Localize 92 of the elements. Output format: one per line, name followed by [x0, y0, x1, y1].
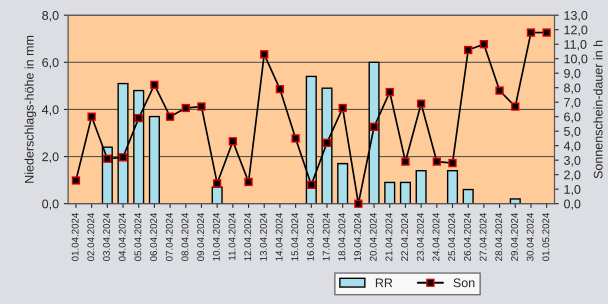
x-tick-label: 30.04.2024: [526, 212, 534, 261]
point: [87, 112, 96, 121]
x-tick-label: 14.04.2024: [276, 212, 283, 261]
point: [134, 114, 143, 122]
point: [182, 104, 190, 112]
point: [511, 102, 520, 111]
x-tick-label: 19.04.2024: [354, 212, 361, 261]
legend-label: Son: [453, 278, 474, 288]
x-tick-label: 13.04.2024: [260, 212, 267, 261]
bar: [337, 162, 348, 204]
x-tick-label: 09.04.2024: [197, 212, 204, 261]
point: [354, 200, 363, 208]
y2-tick-label: 0,0: [564, 199, 580, 210]
x-tick-label: 20.04.2024: [370, 212, 377, 261]
y-tick-label: 2,0: [42, 152, 59, 163]
x-tick-label: 25.04.2024: [448, 212, 456, 261]
point: [480, 40, 488, 48]
y2-axis-title: Sonnenschein-dauer in h: [593, 40, 603, 178]
x-tick-label: 23.04.2024: [416, 212, 424, 261]
point: [212, 179, 222, 188]
point: [432, 157, 441, 166]
x-tick-label: 17.04.2024: [322, 212, 330, 261]
x-tick-label: 07.04.2024: [166, 212, 173, 261]
x-tick-label: 28.04.2024: [495, 212, 502, 261]
point: [526, 28, 536, 37]
point: [150, 80, 159, 89]
point: [72, 176, 80, 185]
y2-tick-label: 13,0: [564, 11, 588, 22]
y2-tick-label: 6,0: [564, 112, 580, 123]
y-tick-label: 6,0: [42, 58, 59, 68]
point: [416, 99, 426, 108]
x-tick-label: 12.04.2024: [244, 212, 252, 261]
y-tick-label: 4,0: [42, 105, 59, 116]
x-tick-label: 29.04.2024: [510, 212, 518, 261]
point: [448, 158, 457, 168]
x-tick-label: 27.04.2024: [480, 212, 486, 261]
x-tick-label: 21.04.2024: [385, 212, 392, 261]
point: [197, 102, 206, 111]
point: [338, 104, 347, 112]
x-tick-label: 15.04.2024: [291, 212, 298, 261]
x-tick-label: 05.04.2024: [134, 212, 142, 261]
x-tick-label: 18.04.2024: [338, 212, 346, 261]
y-tick-label: 8,0: [42, 11, 59, 22]
bar: [384, 182, 396, 204]
x-tick-label: 24.04.2024: [432, 212, 440, 261]
point: [370, 122, 378, 132]
x-tick-label: 11.04.2024: [228, 212, 236, 260]
x-tick-label: 02.04.2024: [87, 212, 94, 261]
bar: [400, 182, 411, 204]
point: [260, 50, 268, 59]
y2-tick-label: 7,0: [564, 98, 580, 108]
point: [464, 46, 472, 54]
y2-tick-label: 9,0: [564, 68, 580, 80]
point: [118, 153, 128, 162]
bar: [148, 116, 160, 204]
point: [322, 138, 332, 147]
x-tick-label: 16.04.2024: [307, 212, 314, 261]
x-tick-label: 10.04.2024: [212, 212, 220, 261]
y2-tick-label: 12,0: [564, 26, 588, 36]
point: [244, 178, 253, 186]
point: [103, 154, 112, 163]
bar: [416, 170, 427, 204]
y2-tick-label: 3,0: [564, 156, 580, 166]
y2-tick-label: 4,0: [564, 141, 580, 152]
y2-tick-label: 8,0: [564, 83, 580, 94]
bar: [446, 170, 458, 204]
point: [386, 88, 394, 96]
point: [495, 86, 504, 95]
point: [307, 180, 316, 189]
x-tick-label: 08.04.2024: [182, 212, 188, 261]
x-tick-label: 01.04.2024: [72, 212, 79, 261]
legend-label: RR: [376, 278, 392, 288]
y-tick-label: 0,0: [42, 199, 59, 210]
y2-tick-label: 5,0: [564, 126, 580, 138]
y2-tick-label: 1,0: [564, 184, 580, 196]
x-tick-label: 26.04.2024: [464, 212, 471, 261]
point: [291, 134, 300, 143]
x-tick-label: 04.04.2024: [118, 212, 126, 261]
point: [542, 28, 551, 37]
x-tick-label: 01.05.2024: [542, 212, 550, 261]
y2-tick-label: 2,0: [564, 170, 580, 181]
x-tick-label: 03.04.2024: [103, 212, 110, 261]
x-tick-label: 22.04.2024: [401, 212, 408, 261]
bar: [462, 188, 474, 204]
point: [401, 157, 410, 166]
point: [166, 112, 174, 121]
y2-tick-label: 11,0: [564, 40, 586, 50]
point: [228, 137, 238, 146]
y-axis-title: Niederschlags-höhe in mm: [24, 36, 36, 183]
y2-tick-label: 10,0: [564, 54, 588, 65]
x-tick-label: 06.04.2024: [150, 212, 158, 261]
point: [276, 84, 284, 94]
